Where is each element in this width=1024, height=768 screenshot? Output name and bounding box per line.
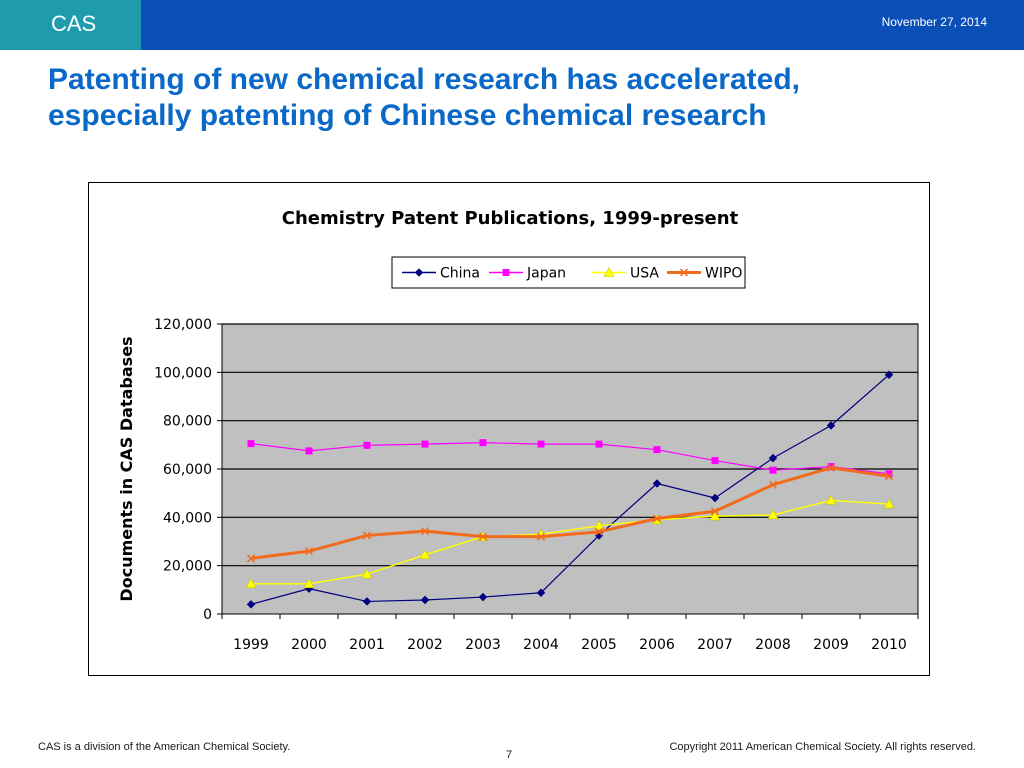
data-point-wipo bbox=[768, 480, 778, 489]
chart-container: Chemistry Patent Publications, 1999-pres… bbox=[88, 182, 930, 676]
data-point-china bbox=[536, 588, 546, 598]
data-point-usa bbox=[767, 509, 779, 520]
y-tick-label: 40,000 bbox=[163, 510, 212, 526]
data-point-japan bbox=[247, 440, 255, 448]
data-point-japan bbox=[711, 457, 719, 465]
data-point-japan bbox=[595, 440, 603, 448]
data-point-wipo bbox=[362, 531, 372, 540]
series-line-wipo bbox=[250, 466, 890, 560]
y-tick-label: 0 bbox=[203, 607, 212, 623]
data-point-wipo bbox=[884, 472, 894, 481]
footer-copyright: Copyright 2011 American Chemical Society… bbox=[669, 741, 976, 753]
data-point-wipo bbox=[304, 547, 314, 556]
slide-title-line-2: especially patenting of Chinese chemical… bbox=[48, 99, 767, 132]
data-point-usa bbox=[709, 510, 721, 521]
x-tick-label: 2000 bbox=[291, 637, 327, 653]
header-bar: CAS November 27, 2014 bbox=[0, 0, 1024, 50]
data-point-wipo bbox=[594, 527, 604, 536]
data-point-china bbox=[420, 595, 430, 605]
y-axis-label: Documents in CAS Databases bbox=[117, 336, 136, 601]
data-point-china bbox=[826, 421, 836, 430]
data-point-china bbox=[246, 599, 256, 609]
line-chart: Chemistry Patent Publications, 1999-pres… bbox=[117, 208, 919, 653]
data-point-usa bbox=[361, 568, 373, 579]
legend-label-japan: Japan bbox=[526, 266, 566, 282]
x-tick-label: 2001 bbox=[349, 637, 385, 653]
x-tick-label: 2007 bbox=[697, 637, 733, 653]
y-tick-label: 120,000 bbox=[154, 317, 212, 333]
data-point-japan bbox=[769, 466, 777, 474]
data-point-china bbox=[362, 597, 372, 606]
y-tick-label: 100,000 bbox=[154, 365, 212, 381]
data-point-usa bbox=[303, 578, 315, 589]
legend-marker-wipo bbox=[679, 268, 689, 277]
data-point-wipo bbox=[710, 507, 720, 516]
data-point-wipo bbox=[246, 554, 256, 563]
legend-label-usa: USA bbox=[630, 266, 659, 282]
legend-marker-usa bbox=[603, 266, 615, 277]
data-point-japan bbox=[537, 440, 545, 448]
x-tick-label: 2008 bbox=[755, 637, 791, 653]
page-number: 7 bbox=[506, 749, 513, 761]
legend-label-china: China bbox=[440, 266, 480, 282]
slide-title: Patenting of new chemical research has a… bbox=[48, 62, 988, 134]
data-point-wipo bbox=[826, 463, 836, 472]
data-point-usa bbox=[419, 549, 431, 560]
footer-division-note: CAS is a division of the American Chemic… bbox=[38, 741, 291, 753]
y-tick-label: 80,000 bbox=[163, 414, 212, 430]
data-point-china bbox=[478, 592, 488, 602]
cas-logo-block: CAS bbox=[0, 0, 141, 50]
legend-label-wipo: WIPO bbox=[705, 266, 742, 282]
data-point-japan bbox=[885, 470, 893, 478]
data-point-wipo bbox=[536, 532, 546, 541]
data-point-china bbox=[884, 370, 894, 380]
x-tick-label: 2003 bbox=[465, 637, 501, 653]
data-point-wipo bbox=[478, 532, 488, 541]
data-point-china bbox=[710, 493, 720, 503]
cas-logo: CAS bbox=[51, 11, 97, 36]
data-point-japan bbox=[305, 447, 313, 455]
series-line-china bbox=[250, 374, 890, 605]
legend-marker-china bbox=[414, 268, 424, 277]
data-point-usa bbox=[245, 578, 257, 589]
slide-date: November 27, 2014 bbox=[881, 15, 987, 29]
data-point-china bbox=[768, 453, 778, 463]
data-point-usa bbox=[883, 498, 895, 509]
y-tick-label: 20,000 bbox=[163, 559, 212, 575]
data-point-usa bbox=[825, 494, 837, 505]
series-line-usa bbox=[251, 499, 890, 585]
slide-title-line-1: Patenting of new chemical research has a… bbox=[48, 63, 800, 96]
data-point-japan bbox=[479, 439, 487, 447]
x-tick-label: 2004 bbox=[523, 637, 559, 653]
data-point-japan bbox=[363, 441, 371, 449]
legend-marker-japan bbox=[502, 269, 510, 276]
data-point-wipo bbox=[652, 514, 662, 523]
x-tick-label: 2006 bbox=[639, 637, 675, 653]
data-point-china bbox=[652, 479, 662, 488]
data-point-wipo bbox=[420, 527, 430, 536]
x-tick-label: 2005 bbox=[581, 637, 617, 653]
data-point-japan bbox=[421, 440, 429, 448]
y-tick-label: 60,000 bbox=[163, 462, 212, 478]
data-point-usa bbox=[593, 520, 605, 531]
x-tick-label: 2009 bbox=[813, 637, 849, 653]
data-point-japan bbox=[653, 446, 661, 454]
x-tick-label: 1999 bbox=[233, 637, 269, 653]
x-tick-label: 2002 bbox=[407, 637, 443, 653]
chart-title: Chemistry Patent Publications, 1999-pres… bbox=[282, 208, 739, 229]
x-tick-label: 2010 bbox=[871, 637, 907, 653]
series-line-japan bbox=[250, 442, 890, 475]
